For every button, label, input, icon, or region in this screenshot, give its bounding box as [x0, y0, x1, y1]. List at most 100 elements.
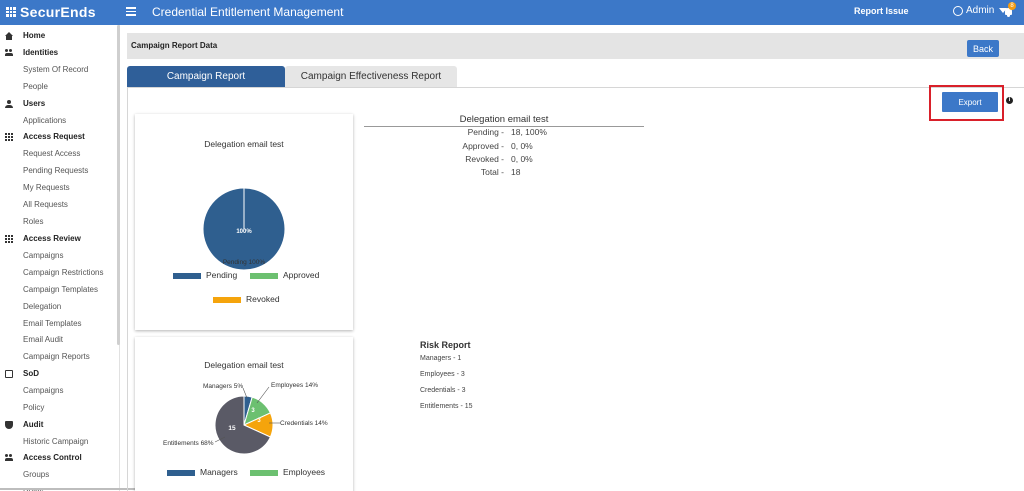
sidebar-section-access-review[interactable]: Access Review: [0, 231, 116, 247]
sidebar-item-all-requests[interactable]: All Requests: [0, 197, 116, 213]
sidebar-label: Pending Requests: [23, 166, 89, 175]
legend-label: Employees: [283, 467, 326, 477]
summary-label-pending: Pending -: [467, 127, 504, 137]
legend-swatch-employees: [250, 469, 278, 476]
sidebar-item-people[interactable]: People: [0, 79, 116, 95]
sidebar-item-policy[interactable]: Policy: [0, 400, 116, 416]
sidebar-label: Applications: [23, 116, 67, 125]
summary-title: Delegation email test: [364, 114, 644, 127]
sidebar-label: All Requests: [23, 200, 68, 209]
sidebar-label: Access Request: [23, 132, 85, 141]
sidebar-item-request-access[interactable]: Request Access: [0, 146, 116, 162]
risk-slice-label-entitlements: Entitlements 68%: [163, 440, 214, 447]
sidebar-item-campaign-restrictions[interactable]: Campaign Restrictions: [0, 265, 116, 281]
legend-label: Pending: [206, 270, 238, 280]
status-chart-card: Delegation email test 100% Pending 100% …: [135, 114, 353, 330]
sidebar-label: Campaign Templates: [23, 285, 99, 294]
app-title: Credential Entitlement Management: [152, 5, 344, 19]
apps-grid-icon[interactable]: [6, 7, 16, 17]
sidebar-section-audit[interactable]: Audit: [0, 417, 116, 433]
risk-chart-title: Delegation email test: [204, 360, 284, 370]
legend-revoked[interactable]: Revoked: [213, 295, 280, 303]
sidebar-section-identities[interactable]: Identities: [0, 45, 116, 61]
horizontal-scrollbar[interactable]: [0, 488, 155, 490]
sidebar-item-historic-campaign[interactable]: Historic Campaign: [0, 434, 116, 450]
user-gear-icon: [5, 454, 13, 462]
summary-panel: Delegation email test: [364, 114, 644, 127]
legend-pending[interactable]: Pending: [173, 271, 237, 279]
sidebar-label: People: [23, 82, 48, 91]
sidebar-section-users[interactable]: Users: [0, 96, 116, 112]
legend-employees[interactable]: Employees: [250, 468, 325, 476]
list-icon: [5, 370, 13, 378]
sidebar-item-campaigns[interactable]: Campaigns: [0, 248, 116, 264]
sidebar-section-access-control[interactable]: Access Control: [0, 450, 116, 466]
sidebar-label: Identities: [23, 48, 59, 57]
sidebar-item-delegation[interactable]: Delegation: [0, 299, 116, 315]
sidebar-item-email-audit[interactable]: Email Audit: [0, 332, 116, 348]
risk-inner-label-credentials: 3: [257, 418, 261, 424]
risk-line-entitlements: Entitlements - 15: [420, 403, 473, 410]
sidebar-label: System Of Record: [23, 65, 89, 74]
bell-icon[interactable]: [1004, 7, 1013, 17]
shield-icon: [5, 421, 13, 429]
brand-logo: SecurEnds: [20, 4, 96, 20]
sidebar-item-my-requests[interactable]: My Requests: [0, 180, 116, 196]
sidebar-label: Delegation: [23, 302, 62, 311]
summary-value-total: 18: [511, 167, 521, 177]
user-menu[interactable]: Admin: [953, 5, 1008, 16]
sidebar-label: Campaign Reports: [23, 352, 90, 361]
sidebar-item-roles[interactable]: Roles: [0, 214, 116, 230]
back-button[interactable]: Back: [967, 40, 999, 57]
sidebar-label: Email Templates: [23, 319, 82, 328]
sidebar-label: Campaigns: [23, 251, 64, 260]
sidebar-item-campaign-templates[interactable]: Campaign Templates: [0, 282, 116, 298]
pie-slice-entitlements[interactable]: [214, 395, 272, 455]
sidebar-item-campaign-reports[interactable]: Campaign Reports: [0, 349, 116, 365]
summary-label-revoked: Revoked -: [465, 154, 504, 164]
sidebar-label: Campaign Restrictions: [23, 268, 104, 277]
sidebar-scrollbar[interactable]: [117, 25, 120, 345]
legend-swatch-managers: [167, 469, 195, 476]
summary-label-total: Total -: [480, 167, 504, 177]
sidebar-section-home[interactable]: Home: [0, 28, 116, 44]
info-icon[interactable]: i: [1006, 97, 1013, 104]
grid-icon: [5, 133, 13, 141]
sidebar-label: My Requests: [23, 183, 70, 192]
risk-chart-card: Delegation email test Managers 5% Employ…: [135, 337, 353, 491]
risk-inner-label-employees: 3: [251, 408, 255, 414]
summary-label-approved: Approved -: [462, 141, 504, 151]
summary-value-pending: 18, 100%: [511, 127, 547, 137]
top-bar: SecurEnds Credential Entitlement Managem…: [0, 0, 1024, 25]
risk-line-managers: Managers - 1: [420, 355, 462, 362]
sidebar-label: Home: [23, 31, 46, 40]
sidebar-section-access-request[interactable]: Access Request: [0, 129, 116, 145]
legend-managers[interactable]: Managers: [167, 468, 238, 476]
risk-inner-label-entitlements: 15: [228, 425, 236, 432]
sidebar-label: Groups: [23, 470, 50, 479]
menu-toggle-icon[interactable]: [126, 7, 136, 16]
sidebar-label: Access Review: [23, 234, 81, 243]
status-chart-title: Delegation email test: [204, 139, 284, 149]
user-name: Admin: [966, 5, 995, 16]
sidebar-item-email-templates[interactable]: Email Templates: [0, 316, 116, 332]
sidebar-item-pending-requests[interactable]: Pending Requests: [0, 163, 116, 179]
status-center-label: 100%: [236, 229, 252, 235]
risk-line-credentials: Credentials - 3: [420, 387, 466, 394]
sidebar-label: Access Control: [23, 453, 82, 462]
tab-campaign-effectiveness-report[interactable]: Campaign Effectiveness Report: [285, 66, 457, 87]
sidebar-item-applications[interactable]: Applications: [0, 113, 116, 129]
chevron-down-icon: [999, 8, 1008, 13]
sidebar-item-system-of-record[interactable]: System Of Record: [0, 62, 116, 78]
sidebar-section-sod[interactable]: SoD: [0, 366, 116, 382]
legend-approved[interactable]: Approved: [250, 271, 319, 279]
tab-campaign-report[interactable]: Campaign Report: [127, 66, 285, 87]
user-icon: [5, 100, 13, 108]
sidebar-label: Campaigns: [23, 386, 64, 395]
report-issue-link[interactable]: Report Issue: [854, 6, 909, 16]
summary-value-approved: 0, 0%: [511, 141, 533, 151]
sidebar-item-groups[interactable]: Groups: [0, 467, 116, 483]
sidebar-item-campaigns[interactable]: Campaigns: [0, 383, 116, 399]
export-button[interactable]: Export: [942, 92, 998, 112]
notification-badge: 8: [1008, 2, 1016, 10]
